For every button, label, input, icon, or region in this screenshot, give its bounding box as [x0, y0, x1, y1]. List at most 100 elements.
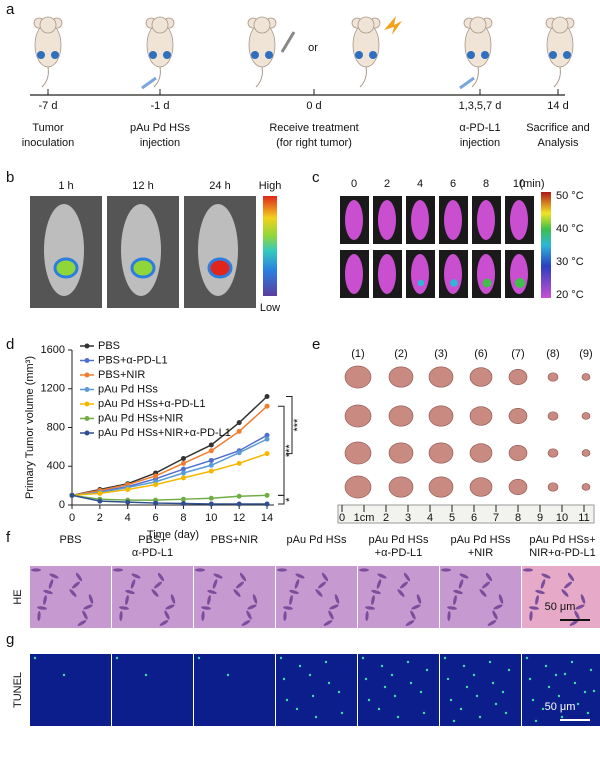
- tunel-signal: [586, 711, 590, 715]
- thermal-mouse: [510, 254, 528, 294]
- mouse-head: [551, 16, 569, 34]
- data-point: [264, 432, 270, 438]
- tumor-dot: [563, 51, 571, 59]
- ruler-label: 10: [556, 512, 568, 524]
- he-nucleus: [119, 611, 123, 621]
- mouse-tail: [471, 66, 479, 88]
- data-point: [264, 492, 270, 498]
- tunel-signal: [528, 677, 532, 681]
- data-point: [97, 490, 103, 496]
- he-nucleus: [48, 579, 54, 589]
- legend-marker: [84, 372, 90, 378]
- data-point: [97, 498, 103, 504]
- he-nucleus: [233, 589, 241, 597]
- panel-label: d: [6, 336, 14, 353]
- column-label: PBS+NIR: [211, 534, 258, 546]
- timepoint-label: Tumor: [32, 122, 64, 134]
- he-nucleus: [493, 604, 503, 610]
- he-nucleus: [283, 606, 293, 610]
- hot-spot: [417, 279, 425, 287]
- tumor: [388, 476, 414, 498]
- he-nucleus: [441, 568, 451, 572]
- timepoint-label: injection: [140, 137, 180, 149]
- he-nucleus: [561, 589, 569, 597]
- tunel-signal: [560, 715, 564, 719]
- column-label: pAu Pd HSs+: [529, 534, 595, 546]
- tumor-dot: [149, 51, 157, 59]
- tumor-photo: [335, 340, 597, 525]
- tunel-signal: [554, 673, 558, 677]
- tumor-dot: [51, 51, 59, 59]
- he-image: [112, 566, 193, 628]
- timepoint-day: -1 d: [151, 100, 170, 112]
- signal-spot: [207, 257, 233, 279]
- he-nucleus: [213, 573, 223, 579]
- he-nucleus: [453, 589, 463, 595]
- he-nucleus: [540, 579, 546, 589]
- column-label: +α-PD-L1: [375, 547, 423, 559]
- data-point: [236, 420, 242, 426]
- tunel-signal: [337, 690, 341, 694]
- data-point: [69, 492, 75, 498]
- tunel-signal: [115, 656, 119, 660]
- tunel-signal: [525, 656, 529, 660]
- tumor: [547, 482, 559, 492]
- tunel-signal: [396, 715, 400, 719]
- x-tick-label: 8: [180, 512, 186, 524]
- he-nucleus: [563, 581, 573, 589]
- tunel-signal: [295, 707, 299, 711]
- tunel-signal: [298, 664, 302, 668]
- tunel-signal: [197, 656, 201, 660]
- significance-bracket: [286, 396, 293, 455]
- scalpel: [280, 31, 296, 53]
- group-label: (2): [394, 348, 407, 360]
- laser-icon: [384, 16, 402, 35]
- signal-spot: [53, 257, 79, 279]
- tumor: [344, 475, 372, 499]
- tunel-signal: [557, 694, 561, 698]
- tumor: [469, 443, 493, 463]
- tumor-dot: [481, 51, 489, 59]
- ruler-label: 4: [427, 512, 433, 524]
- tunel-signal: [563, 672, 567, 676]
- tunel-signal: [364, 677, 368, 681]
- tunel-signal: [475, 694, 479, 698]
- panel-label: e: [312, 336, 320, 353]
- tunel-image: [440, 654, 521, 726]
- data-point: [153, 500, 159, 506]
- he-image: [276, 566, 357, 628]
- he-nucleus: [328, 610, 334, 620]
- tunel-signal: [531, 698, 535, 702]
- tunel-signal: [340, 711, 344, 715]
- legend-label: pAu Pd HSs+NIR+α-PD-L1: [98, 427, 231, 439]
- he-nucleus: [82, 610, 88, 620]
- data-point: [264, 436, 270, 442]
- tunel-signal: [33, 656, 37, 660]
- colorbar-tick: 20 °C: [556, 289, 584, 301]
- tunel-signal: [311, 694, 315, 698]
- tunel-signal: [547, 685, 551, 689]
- data-point: [264, 501, 270, 507]
- tunel-image: [358, 654, 439, 726]
- he-nucleus: [247, 604, 257, 610]
- tumor: [428, 442, 454, 464]
- tumor: [508, 479, 528, 495]
- timepoint-label: (for right tumor): [276, 137, 352, 149]
- data-point: [208, 442, 214, 448]
- tunel-signal: [409, 681, 413, 685]
- he-nucleus: [31, 568, 41, 572]
- he-image: [194, 566, 275, 628]
- column-label: PBS+: [138, 534, 166, 546]
- he-image: [440, 566, 521, 628]
- tunel-signal: [541, 707, 545, 711]
- tumor: [469, 367, 493, 387]
- timepoint-label: injection: [460, 137, 500, 149]
- mouse-head: [469, 16, 487, 34]
- mouse-silhouette: [121, 204, 161, 296]
- tunel-image: [194, 654, 275, 726]
- mouse-icon: [463, 16, 493, 88]
- scale-bar-label: 50 μm: [545, 601, 576, 613]
- time-label: 0: [351, 178, 357, 190]
- he-nucleus: [371, 595, 375, 605]
